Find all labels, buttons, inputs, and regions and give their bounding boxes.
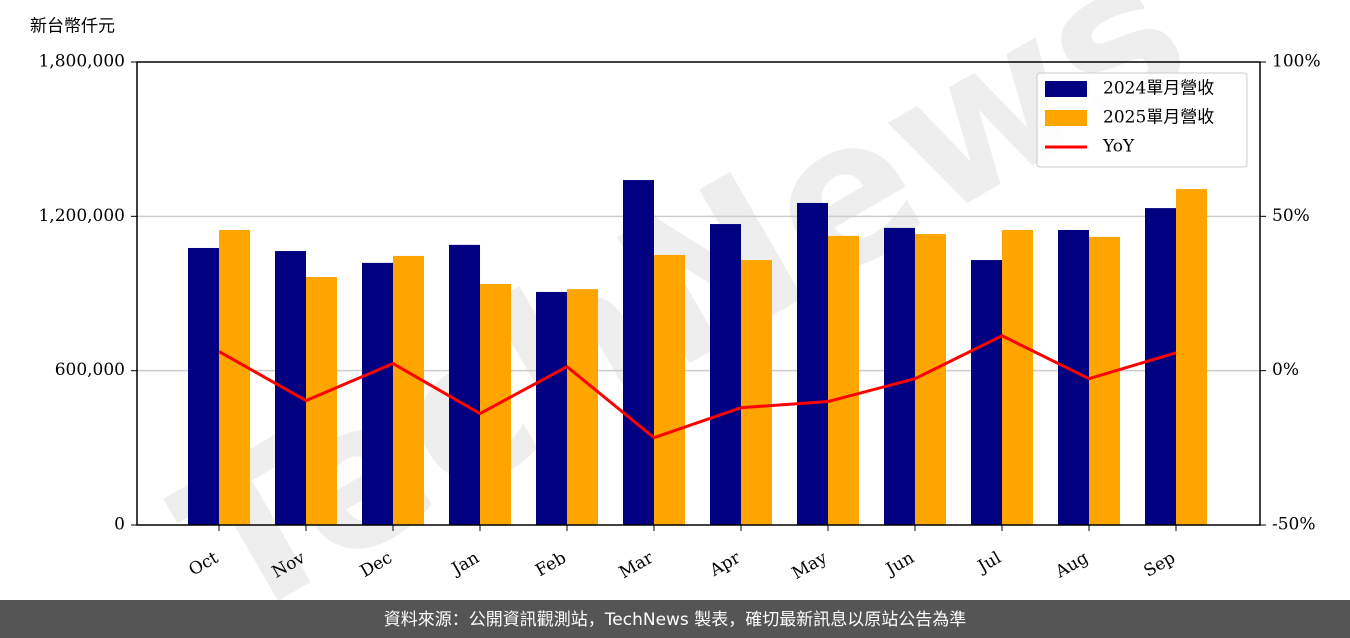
- y-tick-label: 600,000: [55, 360, 125, 380]
- bar: [275, 251, 306, 525]
- x-tick-label: Feb: [532, 548, 570, 581]
- bar: [654, 254, 685, 525]
- x-tick-label: Jul: [973, 548, 1005, 578]
- x-tick-label: Mar: [616, 547, 658, 583]
- x-tick-label: May: [789, 548, 832, 584]
- legend-swatch: [1045, 110, 1087, 126]
- x-tick-label: Sep: [1141, 548, 1179, 582]
- legend-box: [1036, 72, 1248, 168]
- y2-tick-label: 100%: [1272, 52, 1321, 72]
- plot-frame: [136, 61, 1261, 526]
- bar: [567, 289, 598, 525]
- bar: [1145, 208, 1176, 525]
- x-tick-label: Jun: [881, 548, 918, 581]
- x-tick-label: Aug: [1051, 548, 1092, 583]
- y-tick-label: 0: [114, 515, 125, 535]
- bar: [1176, 189, 1207, 525]
- bar: [536, 291, 567, 525]
- bar: [884, 227, 915, 526]
- bar: [393, 255, 424, 525]
- legend-label: YoY: [1102, 137, 1135, 157]
- bar: [623, 180, 654, 525]
- legend-swatch: [1045, 81, 1087, 97]
- y-tick-label: 1,200,000: [38, 206, 125, 226]
- line: [218, 334, 1177, 440]
- bar: [1002, 229, 1033, 525]
- bar: [828, 235, 859, 526]
- bar: [188, 247, 219, 525]
- bar: [1089, 236, 1120, 525]
- y-tick-label: 1,800,000: [38, 52, 125, 72]
- legend-label: 2025單月營收: [1103, 108, 1214, 128]
- bar: [306, 277, 337, 525]
- bar: [915, 234, 946, 525]
- bar: [971, 260, 1002, 525]
- bar: [449, 244, 480, 525]
- footer: 資料來源：公開資訊觀測站，TechNews 製表，確切最新訊息以原站公告為準: [384, 610, 966, 630]
- y2-tick-label: 50%: [1272, 206, 1310, 226]
- bar: [219, 229, 250, 525]
- y-axis-label: 新台幣仟元: [30, 17, 115, 37]
- x-tick-label: Apr: [706, 547, 745, 581]
- bar: [362, 262, 393, 525]
- y2-tick-label: -50%: [1272, 515, 1316, 535]
- bar: [797, 202, 828, 526]
- legend-label: 2024單月營收: [1103, 79, 1214, 99]
- y2-tick-label: 0%: [1272, 360, 1299, 380]
- bar: [741, 260, 772, 525]
- footer-bar: [0, 600, 1350, 638]
- bar: [710, 224, 741, 526]
